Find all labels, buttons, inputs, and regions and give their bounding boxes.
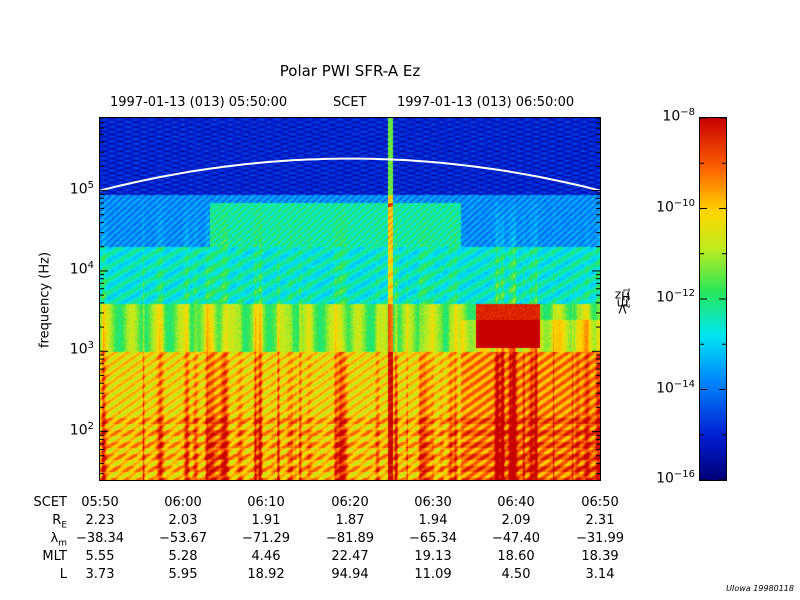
ephemeris-cell: 06:30 <box>414 495 452 510</box>
ephemeris-cell: 06:20 <box>331 495 369 510</box>
colorbar-tick-exponent: −10 <box>673 197 695 209</box>
ephemeris-cell: −53.67 <box>158 531 208 546</box>
ephemeris-row-label-text: λ <box>50 531 59 546</box>
y-tick-exponent: 4 <box>87 259 94 271</box>
y-tick-label: 105 <box>70 180 94 198</box>
ephemeris-cell: 11.09 <box>414 567 452 582</box>
ephemeris-cell: 06:40 <box>497 495 535 510</box>
colorbar-tick-base: 10 <box>662 108 681 125</box>
colorbar-tick-label: 10−8 <box>662 107 695 125</box>
ephemeris-cell: 3.14 <box>585 567 615 582</box>
ephemeris-cell: 2.31 <box>585 513 615 528</box>
chart-title: Polar PWI SFR-A Ez <box>279 62 421 80</box>
y-tick-exponent: 3 <box>87 340 94 352</box>
ephemeris-row-label: MLT <box>42 549 67 564</box>
ephemeris-row-label-text: MLT <box>42 549 67 564</box>
ephemeris-cell: 22.47 <box>331 549 369 564</box>
ephemeris-row-label-sub: E <box>61 520 67 531</box>
ephemeris-cell: −47.40 <box>491 531 541 546</box>
colorbar-tick-exponent: −12 <box>673 288 695 299</box>
ephemeris-cell: 3.73 <box>85 567 115 582</box>
ephemeris-cell: 18.60 <box>497 549 535 564</box>
ephemeris-cell: 1.91 <box>251 513 281 528</box>
y-tick-marks <box>100 118 600 475</box>
ephemeris-row-label: L <box>60 567 67 582</box>
ephemeris-cell: 5.28 <box>168 549 198 564</box>
overlay-curve <box>100 157 600 192</box>
y-tick-exponent: 5 <box>87 179 94 191</box>
ephemeris-cell: 06:00 <box>164 495 202 510</box>
ephemeris-row-label-text: R <box>52 513 62 528</box>
y-tick-base: 10 <box>69 181 88 198</box>
ephemeris-cell: −65.34 <box>408 531 458 546</box>
ephemeris-cell: −71.29 <box>241 531 291 546</box>
spectrogram-overlay <box>100 118 600 475</box>
y-tick-base: 10 <box>69 261 88 278</box>
ephemeris-cell: 2.23 <box>85 513 115 528</box>
ephemeris-cell: 5.95 <box>168 567 198 582</box>
y-tick-exponent: 2 <box>87 420 94 432</box>
ephemeris-cell: 2.03 <box>168 513 198 528</box>
colorbar-tick-label: 10−10 <box>656 198 695 216</box>
y-tick-base: 10 <box>69 341 88 358</box>
colorbar-tick-base: 10 <box>656 289 674 306</box>
colorbar-tick-exponent: −16 <box>673 469 695 480</box>
spectrogram <box>100 118 600 480</box>
ephemeris-cell: −81.89 <box>325 531 375 546</box>
ephemeris-row-label: λm <box>51 531 67 549</box>
ephemeris-cell: 4.46 <box>251 549 281 564</box>
colorbar-tick-label: 10−14 <box>656 379 695 397</box>
colorbar-tick-exponent: −14 <box>673 378 695 390</box>
colorbar-tick-base: 10 <box>656 470 674 487</box>
colorbar-tick-label: 10−16 <box>656 469 695 487</box>
ephemeris-cell: 18.39 <box>581 549 619 564</box>
ephemeris-cell: 1.94 <box>418 513 448 528</box>
colorbar-label-part: Hz <box>614 288 631 303</box>
ephemeris-cell: −38.34 <box>75 531 125 546</box>
time-range-label: SCET <box>333 95 367 110</box>
ephemeris-cell: 4.50 <box>501 567 531 582</box>
ephemeris-cell: 06:50 <box>581 495 619 510</box>
y-tick-label: 103 <box>70 340 94 358</box>
ephemeris-row-label-text: L <box>59 567 67 582</box>
colorbar-tick-base: 10 <box>656 199 674 216</box>
time-range-start: 1997-01-13 (013) 05:50:00 <box>110 95 288 110</box>
ephemeris-row-label: RE <box>52 513 67 531</box>
time-range-end: 1997-01-13 (013) 06:50:00 <box>397 95 575 110</box>
ephemeris-cell: −31.99 <box>575 531 625 546</box>
colorbar-tick-label: 10−12 <box>656 288 695 306</box>
y-axis-label: frequency (Hz) <box>37 251 53 349</box>
y-tick-base: 10 <box>69 422 88 439</box>
ephemeris-cell: 1.87 <box>335 513 365 528</box>
ephemeris-cell: 2.09 <box>501 513 531 528</box>
y-tick-label: 102 <box>70 421 94 439</box>
ephemeris-row-label-text: SCET <box>33 495 67 510</box>
ephemeris-cell: 18.92 <box>247 567 285 582</box>
colorbar-tick-exponent: −8 <box>680 107 695 118</box>
ephemeris-cell: 06:10 <box>247 495 285 510</box>
ephemeris-row-label-sub: m <box>58 538 67 549</box>
ephemeris-cell: 94.94 <box>331 567 369 582</box>
footer-credit: UIowa 19980118 <box>726 584 794 593</box>
y-tick-label: 104 <box>70 260 94 278</box>
ephemeris-cell: 05:50 <box>81 495 119 510</box>
colorbar-ticks <box>700 118 726 480</box>
ephemeris-cell: 5.55 <box>85 549 115 564</box>
ephemeris-cell: 19.13 <box>414 549 452 564</box>
colorbar-tick-base: 10 <box>656 380 674 397</box>
ephemeris-row-label: SCET <box>34 495 67 510</box>
